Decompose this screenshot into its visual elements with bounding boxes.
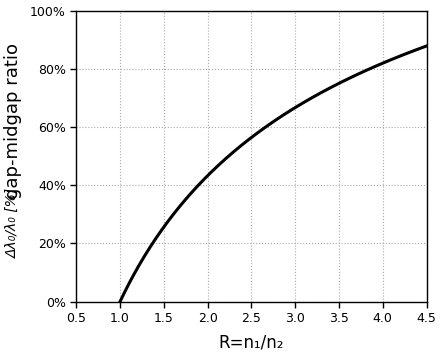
Text: gap-midgap ratio: gap-midgap ratio (4, 43, 22, 199)
Text: Δλ₀/λ₀ [%]: Δλ₀/λ₀ [%] (6, 188, 20, 258)
X-axis label: R=n₁/n₂: R=n₁/n₂ (219, 333, 284, 351)
